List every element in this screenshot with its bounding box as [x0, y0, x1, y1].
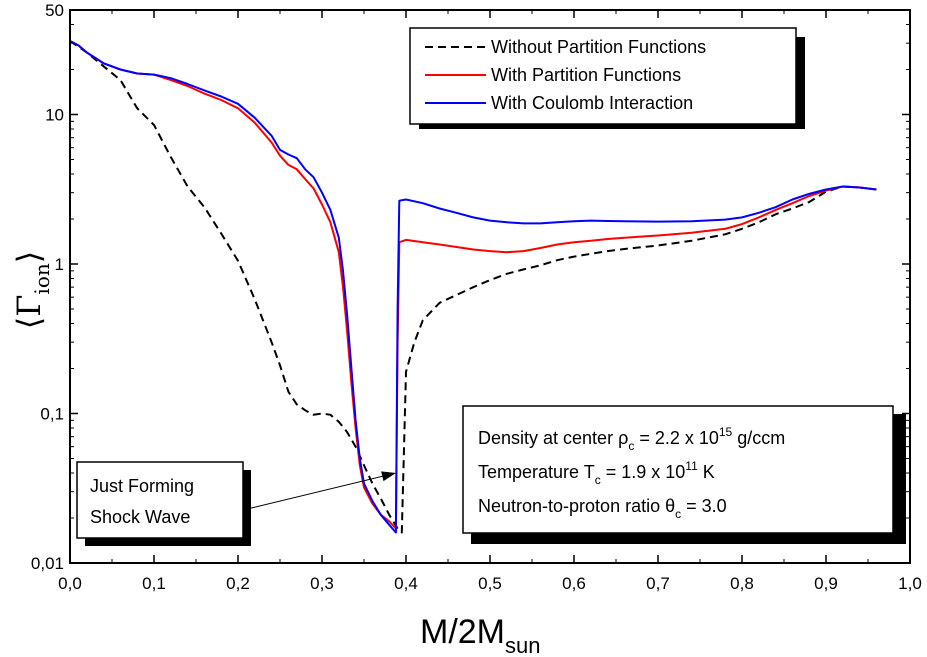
y-tick-label: 1	[55, 255, 64, 274]
callout-box	[76, 461, 244, 539]
x-tick-label: 0,6	[562, 574, 586, 593]
ticks-layer: 0,0 0,1 0,2 0,3 0,4 0,5 0,6 0,7 0,8 0,9 1,0 0,01 0,1…	[31, 1, 922, 593]
svg-text:⟨Γion⟩: ⟨Γion⟩	[10, 251, 54, 330]
x-tick-label: 0,7	[646, 574, 670, 593]
legend-label-1: With Partition Functions	[491, 65, 681, 85]
callout-arrowhead	[381, 471, 396, 482]
x-tick-label: 0,1	[142, 574, 166, 593]
y-tick-label: 10	[45, 105, 64, 124]
x-tick-label: 0,5	[478, 574, 502, 593]
y-axis-title: ⟨Γion⟩	[10, 251, 54, 330]
series-line-2	[69, 40, 877, 534]
info-box: Density at center ρc = 2.2 x 1015 g/ccm …	[462, 405, 906, 544]
y-axis-title-open: ⟨	[10, 317, 48, 329]
info-box-frame	[462, 405, 894, 534]
x-tick-label: 0,2	[226, 574, 250, 593]
x-tick-label: 0,0	[58, 574, 82, 593]
callout-line-1: Shock Wave	[90, 507, 190, 527]
y-tick-label: 50	[45, 1, 64, 20]
info-line-0: Density at center ρc = 2.2 x 1015 g/ccm	[478, 425, 785, 453]
series-line-1	[69, 40, 877, 530]
x-tick-label: 1,0	[898, 574, 922, 593]
x-tick-label: 0,4	[394, 574, 418, 593]
series-line-0	[69, 40, 877, 534]
y-tick-label: 0,01	[31, 554, 64, 573]
x-tick-label: 0,8	[730, 574, 754, 593]
legend-label-0: Without Partition Functions	[491, 37, 706, 57]
x-tick-label: 0,3	[310, 574, 334, 593]
legend-label-2: With Coulomb Interaction	[491, 93, 693, 113]
callout-line-0: Just Forming	[90, 476, 194, 496]
info-line-2: Neutron-to-proton ratio θc = 3.0	[478, 496, 727, 521]
y-tick-label: 0,1	[40, 404, 64, 423]
x-tick-label: 0,9	[814, 574, 838, 593]
info-line-1: Temperature Tc = 1.9 x 1011 K	[478, 459, 715, 487]
series-layer	[69, 40, 877, 534]
shock-wave-callout: Just Forming Shock Wave	[76, 461, 396, 546]
y-axis-title-close: ⟩	[10, 251, 48, 263]
x-axis-title: M/2Msun	[420, 613, 540, 657]
callout-arrow	[242, 475, 383, 511]
legend: Without Partition Functions With Partiti…	[409, 27, 805, 129]
